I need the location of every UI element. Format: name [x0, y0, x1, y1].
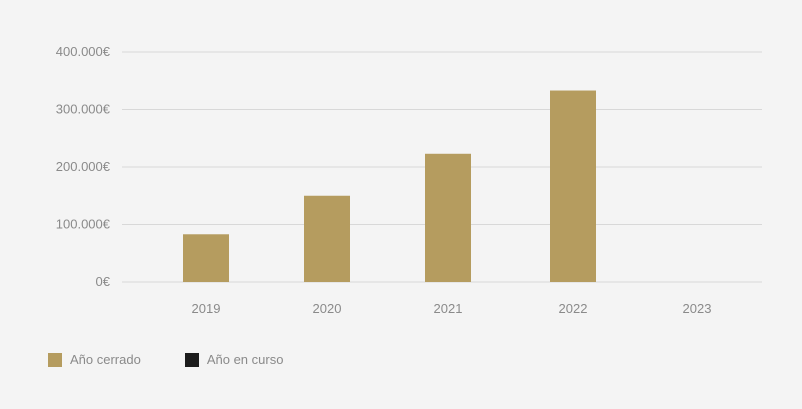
bar-2019[interactable]: [183, 234, 229, 282]
y-tick-label: 200.000€: [56, 159, 111, 174]
legend: Año cerrado Año en curso: [48, 352, 327, 367]
x-tick-label: 2022: [559, 301, 588, 316]
bar-2020[interactable]: [304, 195, 350, 282]
legend-swatch-closed-year: [48, 352, 62, 367]
x-tick-label: 2019: [192, 301, 221, 316]
y-tick-label: 100.000€: [56, 217, 111, 232]
bars: [183, 90, 596, 283]
x-tick-label: 2021: [434, 301, 463, 316]
y-tick-label: 300.000€: [56, 102, 111, 117]
legend-label-closed-year: Año cerrado: [70, 352, 141, 367]
legend-swatch-current-year: [184, 352, 199, 367]
x-axis-ticks: 2019 2020 2021 2022 2023: [192, 301, 712, 316]
y-axis-ticks: 0€ 100.000€ 200.000€ 300.000€ 400.000€: [56, 44, 111, 289]
legend-item-closed-year[interactable]: Año cerrado: [48, 352, 141, 367]
y-tick-label: 0€: [96, 274, 111, 289]
legend-label-current-year: Año en curso: [206, 352, 284, 367]
bar-2022[interactable]: [550, 90, 596, 283]
x-tick-label: 2020: [313, 301, 342, 316]
x-tick-label: 2023: [683, 301, 712, 316]
bar-2021[interactable]: [425, 153, 471, 282]
y-tick-label: 400.000€: [56, 44, 111, 59]
legend-item-current-year[interactable]: Año en curso: [184, 352, 284, 367]
